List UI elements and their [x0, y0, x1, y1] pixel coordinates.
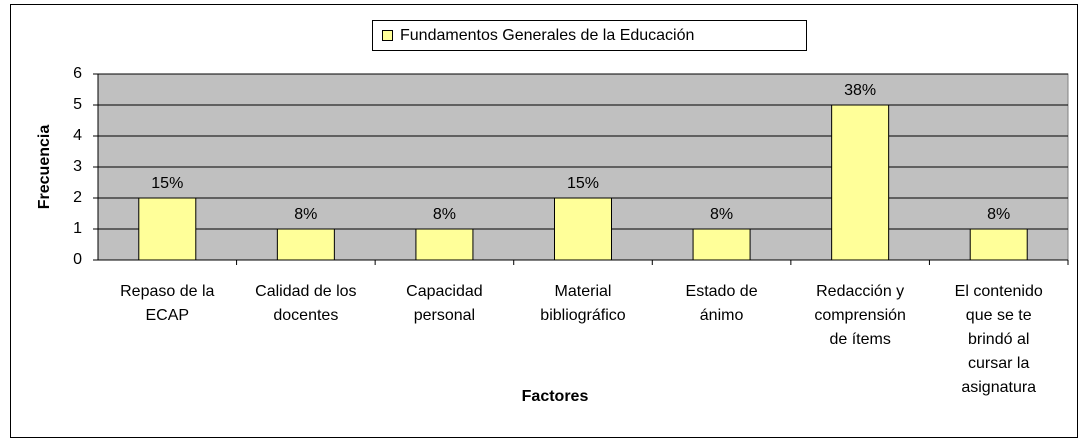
- y-tick-label: 2: [73, 189, 82, 206]
- data-label: 8%: [987, 206, 1010, 223]
- x-tick-label: Estado de ánimo: [686, 283, 758, 324]
- data-label: 8%: [433, 206, 456, 223]
- bar: [276, 228, 335, 261]
- x-tick-label: Repaso de la ECAP: [120, 283, 214, 324]
- data-label: 38%: [844, 82, 876, 99]
- bar: [138, 197, 197, 261]
- x-tick-label: Calidad de los docentes: [255, 283, 356, 324]
- y-tick-label: 3: [73, 158, 82, 175]
- x-axis-label: Factores: [522, 388, 589, 405]
- bar: [554, 197, 612, 261]
- y-tick-label: 0: [73, 251, 82, 268]
- y-tick-label: 4: [73, 127, 82, 144]
- legend-box: [372, 20, 807, 51]
- bar: [415, 228, 474, 261]
- x-tick-label: Redacción y comprensión de ítems: [814, 283, 906, 348]
- y-tick-label: 6: [73, 65, 82, 82]
- legend-label: Fundamentos Generales de la Educación: [400, 27, 694, 44]
- y-axis-label: Frecuencia: [36, 125, 53, 210]
- data-label: 15%: [151, 175, 183, 192]
- data-label: 8%: [710, 206, 733, 223]
- legend-swatch: [382, 30, 393, 41]
- x-tick-label: Capacidad personal: [406, 283, 483, 324]
- bar: [969, 228, 1028, 261]
- x-tick-label: El contenido que se te brindó al cursar la a…: [955, 283, 1043, 396]
- y-tick-label: 5: [73, 96, 82, 113]
- bar: [831, 104, 890, 261]
- data-label: 8%: [294, 206, 317, 223]
- bar: [692, 228, 751, 261]
- y-tick-label: 1: [73, 220, 82, 237]
- data-label: 15%: [567, 175, 599, 192]
- x-tick-label: Material bibliográfico: [540, 283, 625, 324]
